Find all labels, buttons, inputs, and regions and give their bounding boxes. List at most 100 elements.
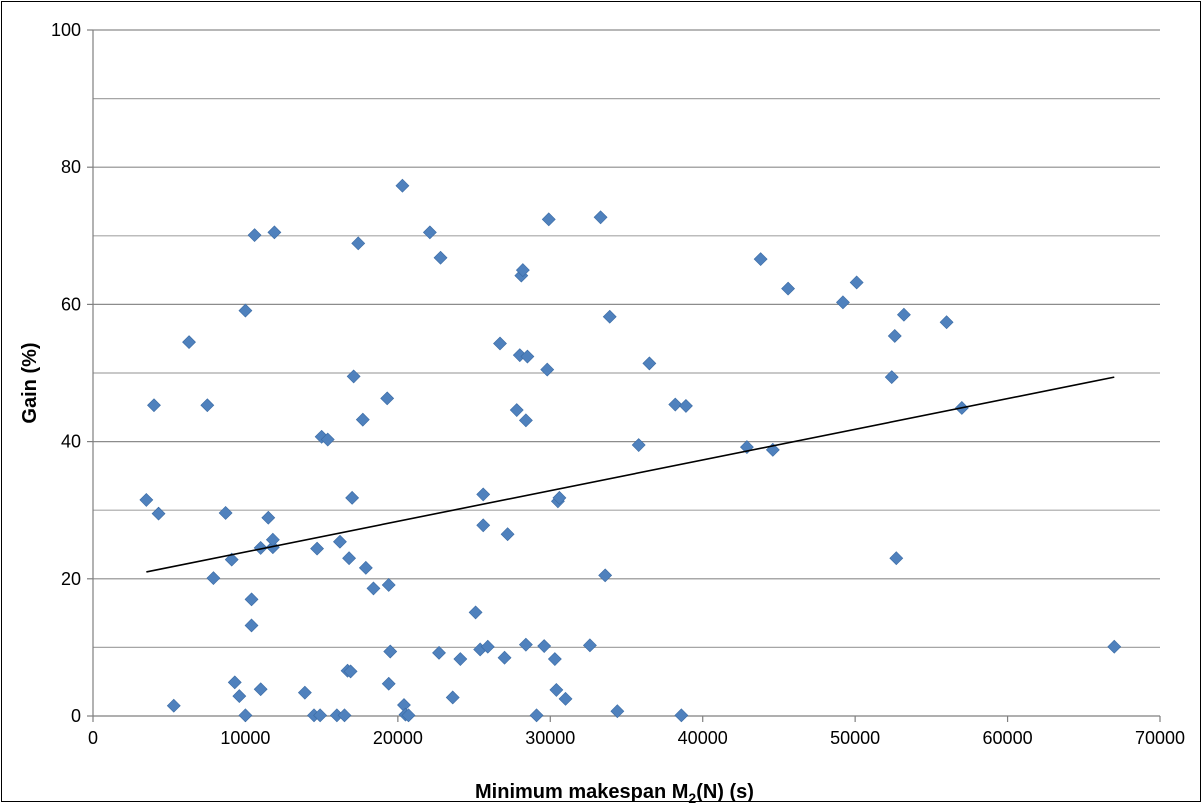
data-point [333,534,347,549]
data-point [896,307,911,322]
data-point [515,263,530,278]
x-tick-label: 30000 [525,728,575,748]
y-axis-title: Gain (%) [19,342,41,423]
data-point [468,605,483,620]
data-point [182,335,196,350]
data-point [602,309,617,324]
data-point [166,698,181,713]
data-point [541,212,556,227]
data-point [753,252,768,267]
axes [87,29,1161,722]
data-point [267,225,282,240]
data-point [476,487,491,502]
data-point [493,336,507,351]
data-point [310,541,324,556]
data-point [422,225,437,240]
data-point [547,652,562,666]
data-point [631,438,646,452]
data-point [500,527,515,542]
data-point [381,676,396,691]
data-point [139,492,154,507]
data-point [668,397,683,412]
data-point [540,362,555,377]
data-point [432,645,446,660]
y-tick-label: 60 [61,294,81,314]
data-point [598,568,613,583]
data-point [351,236,366,251]
x-tick-label: 0 [88,728,98,748]
y-tick-label: 80 [61,157,81,177]
data-point [380,391,395,406]
data-points [139,178,1122,723]
data-point [343,664,358,679]
data-point [206,571,221,586]
x-tick-label: 10000 [220,728,270,748]
data-point [1107,639,1122,654]
data-point [395,178,410,193]
data-point [227,675,242,690]
data-point [518,637,533,652]
data-point [884,370,899,385]
data-point [887,329,902,343]
data-point [147,398,161,413]
data-point [401,708,416,723]
data-point [238,303,253,318]
data-point [383,644,398,659]
y-tick-label: 40 [61,432,81,452]
data-point [509,403,524,417]
data-point [355,412,370,427]
x-tick-label: 70000 [1135,728,1185,748]
data-point [342,551,357,566]
y-tick-label: 100 [51,20,81,40]
data-point [537,639,552,653]
data-point [582,638,597,653]
data-point [453,652,468,666]
data-point [244,618,259,633]
data-point [297,685,312,700]
x-tick-label: 60000 [983,728,1033,748]
data-point [610,704,625,719]
data-point [345,490,360,505]
data-point [781,281,795,296]
data-point [265,532,280,547]
trendline-group [146,376,1115,573]
y-tick-label: 20 [61,569,81,589]
data-point [151,506,166,521]
y-tick-labels: 0 20 40 60 80 100 [51,20,81,726]
data-point [232,689,247,704]
data-point [593,210,608,225]
data-point [552,490,567,505]
x-tick-label: 20000 [373,728,423,748]
data-point [674,708,689,723]
data-point [836,295,850,310]
data-point [313,708,328,723]
y-tick-label: 0 [71,706,81,726]
gridlines [93,29,1160,649]
data-point [238,708,253,723]
data-point [889,551,904,566]
data-point [261,510,276,525]
data-point [480,639,495,654]
data-point [200,398,215,413]
data-point [476,518,491,533]
data-point [497,650,512,665]
data-point [320,432,335,447]
data-point [381,578,396,592]
data-point [529,708,544,723]
data-point [939,315,954,330]
data-point [433,250,448,265]
x-tick-label: 50000 [830,728,880,748]
data-point [218,506,233,520]
data-point [253,541,268,555]
data-point [518,413,533,428]
data-point [366,581,381,596]
data-point [445,690,460,705]
data-point [346,369,361,384]
data-point [253,682,268,697]
data-point [849,275,864,290]
data-point [337,708,352,723]
data-point [558,691,573,706]
data-point [679,399,693,413]
